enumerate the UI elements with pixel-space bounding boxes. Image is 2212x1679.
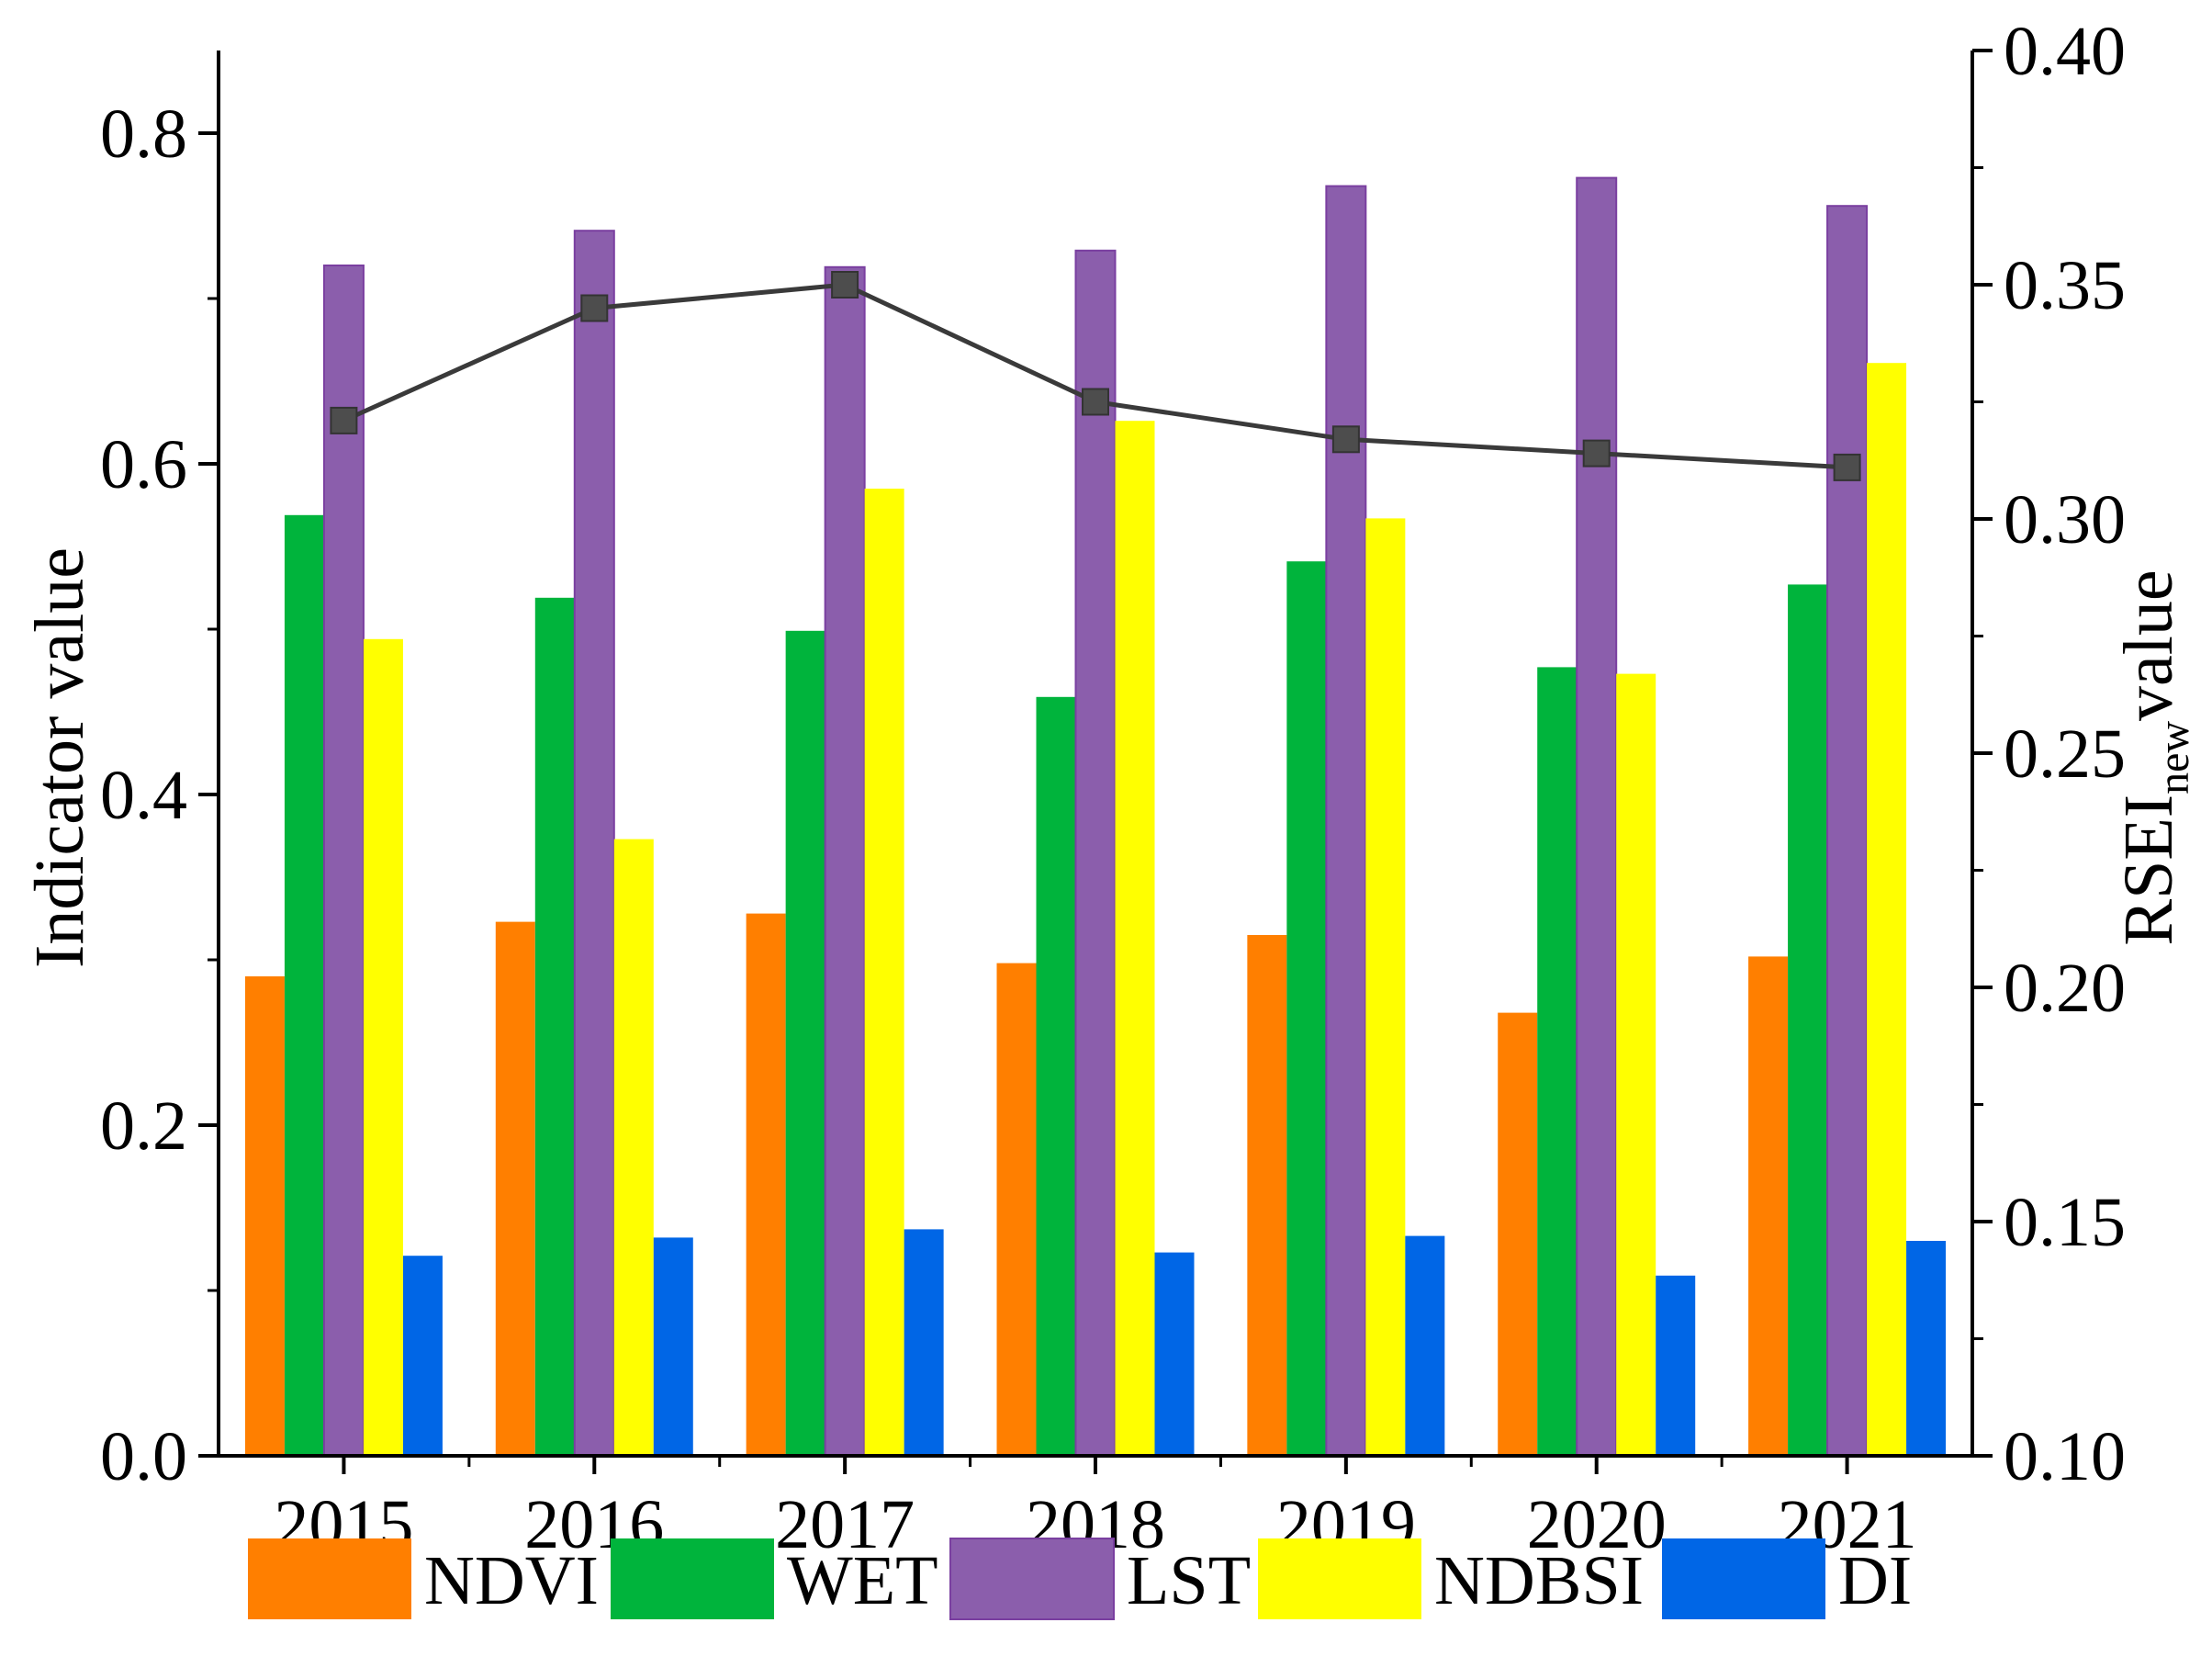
- bar-lst-2016: [573, 230, 615, 1458]
- legend: NDVI WET LST NDBSI DI: [248, 1538, 1912, 1620]
- legend-label-wet: WET: [787, 1542, 938, 1619]
- legend-swatch-ndbsi: [1258, 1538, 1421, 1619]
- y-left-tick-label: 0.0: [100, 1418, 187, 1495]
- rsei-marker-2016: [580, 294, 609, 322]
- bar-ndbsi-2015: [363, 638, 403, 1456]
- rsei-marker-2018: [1082, 388, 1109, 416]
- bar-lst-2020: [1576, 176, 1618, 1458]
- bar-ndbsi-2016: [613, 839, 654, 1456]
- rsei-marker-2017: [831, 271, 859, 299]
- rsei-marker-2019: [1331, 425, 1360, 454]
- bar-wet-2018: [1036, 696, 1076, 1456]
- bar-wet-2021: [1788, 584, 1828, 1456]
- rsei-marker-2020: [1582, 439, 1611, 468]
- y-right-tick-label: 0.35: [2004, 247, 2126, 324]
- legend-label-lst: LST: [1127, 1542, 1251, 1619]
- bar-di-2015: [402, 1256, 443, 1456]
- bar-lst-2015: [322, 265, 365, 1457]
- axes-layer: 0.0 0.2 0.4 0.6 0.8 0.10 0.15 0.20 0.25 0.30 0.35 0…: [100, 13, 2126, 1563]
- legend-label-di: DI: [1838, 1542, 1912, 1619]
- bar-lst-2017: [824, 265, 866, 1457]
- y-left-tick-label: 0.8: [100, 96, 187, 173]
- y-right-tick-label: 0.40: [2004, 13, 2126, 90]
- y-axis-right-title: RSEInewvalue: [2110, 569, 2198, 945]
- y-left-tick-label: 0.4: [100, 757, 187, 834]
- bar-wet-2020: [1537, 667, 1578, 1456]
- y-right-tick-label: 0.15: [2004, 1184, 2126, 1261]
- bar-ndbsi-2021: [1867, 363, 1907, 1457]
- y-right-tick-label: 0.30: [2004, 481, 2126, 558]
- bar-ndvi-2016: [495, 921, 535, 1456]
- bar-lst-2021: [1826, 205, 1869, 1458]
- rsei-marker-2015: [330, 406, 358, 434]
- x-tick-label-2017: 2017: [775, 1486, 915, 1563]
- x-tick-label-2020: 2020: [1527, 1486, 1667, 1563]
- legend-swatch-lst: [949, 1538, 1115, 1620]
- bar-ndvi-2018: [996, 963, 1037, 1456]
- y-right-tick-label: 0.20: [2004, 950, 2126, 1027]
- bar-lst-2019: [1325, 185, 1367, 1458]
- axis-titles: Indicator value RSEInewvalue: [21, 547, 2198, 968]
- bars-layer: [244, 176, 1947, 1458]
- legend-swatch-wet: [611, 1538, 774, 1619]
- legend-label-ndvi: NDVI: [424, 1542, 599, 1619]
- bar-wet-2015: [284, 514, 324, 1456]
- y-axis-right-title-sub: new: [2150, 721, 2198, 794]
- legend-swatch-di: [1662, 1538, 1825, 1619]
- y-right-tick-label: 0.10: [2004, 1418, 2126, 1495]
- bar-ndvi-2021: [1748, 956, 1789, 1456]
- y-right-tick-label: 0.25: [2004, 716, 2126, 793]
- legend-swatch-ndvi: [248, 1538, 411, 1619]
- rsei-line-layer: [330, 271, 1861, 481]
- bar-di-2018: [1154, 1252, 1195, 1456]
- bar-ndvi-2020: [1498, 1012, 1538, 1456]
- bar-ndbsi-2018: [1115, 421, 1155, 1457]
- bar-ndbsi-2020: [1616, 673, 1656, 1456]
- bar-ndbsi-2019: [1365, 518, 1406, 1456]
- bar-di-2020: [1656, 1275, 1696, 1456]
- bar-wet-2019: [1286, 561, 1327, 1456]
- bar-wet-2016: [534, 597, 575, 1456]
- rsei-marker-2021: [1833, 453, 1861, 481]
- bar-wet-2017: [785, 630, 825, 1456]
- bar-di-2021: [1906, 1241, 1947, 1456]
- y-axis-right-title-main: RSEI: [2110, 794, 2187, 946]
- legend-label-ndbsi: NDBSI: [1434, 1542, 1644, 1619]
- y-left-tick-label: 0.2: [100, 1087, 187, 1165]
- bar-ndvi-2019: [1247, 935, 1287, 1456]
- bar-ndvi-2015: [244, 976, 285, 1456]
- bar-ndvi-2017: [746, 913, 786, 1456]
- bar-ndbsi-2017: [864, 489, 904, 1456]
- bar-di-2019: [1405, 1235, 1445, 1456]
- y-axis-right-title-tail: value: [2110, 569, 2187, 721]
- y-left-tick-label: 0.6: [100, 426, 187, 503]
- bar-di-2016: [653, 1237, 693, 1456]
- bar-di-2017: [904, 1229, 944, 1456]
- y-axis-left-title: Indicator value: [21, 547, 98, 968]
- bar-lst-2018: [1074, 249, 1117, 1457]
